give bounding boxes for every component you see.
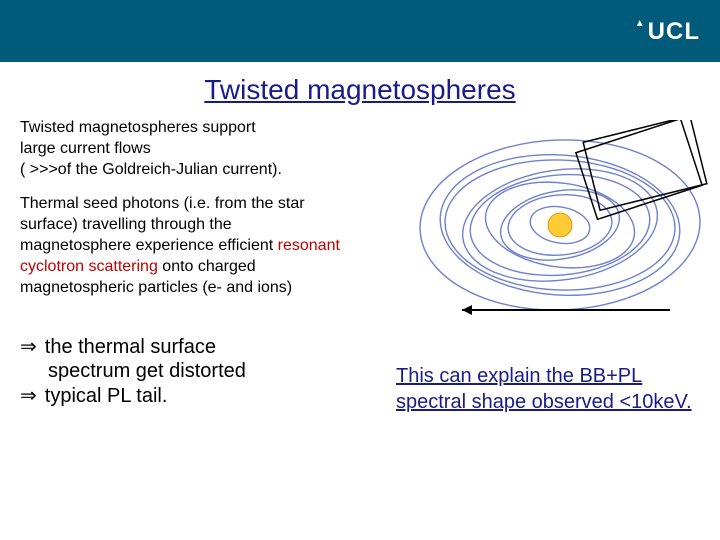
bullet-1b: spectrum get distorted [20,360,360,383]
bullet-2-text: typical PL tail. [45,383,168,409]
para1-line3: ( >>>of the Goldreich-Julian current). [20,161,282,178]
slide-title: Twisted magnetospheres [0,74,720,106]
bullet-1b-text: spectrum get distorted [48,360,246,382]
para2-pre: Thermal seed photons (i.e. from the star… [20,195,305,254]
ucl-dome-icon: ▲ [635,18,646,29]
paragraph-currents: Twisted magnetospheres support large cur… [20,118,380,180]
bullet-1-text: the thermal surface [45,334,216,360]
para1-line1: Twisted magnetospheres support [20,119,256,136]
paragraph-scattering: Thermal seed photons (i.e. from the star… [20,194,340,298]
arrow-icon: ⇒ [20,334,37,360]
para1-line2: large current flows [20,140,151,157]
header-bar: ▲UCL [0,0,720,62]
bullet-1: ⇒ the thermal surface [20,334,360,360]
arrow-icon: ⇒ [20,383,37,409]
bullets: ⇒ the thermal surface spectrum get disto… [20,334,360,409]
ucl-logo: ▲UCL [635,18,700,46]
ucl-logo-text: UCL [648,18,700,45]
magnetosphere-diagram [410,120,710,330]
conclusion-text: This can explain the BB+PL spectral shap… [396,363,696,415]
bullet-2: ⇒ typical PL tail. [20,383,360,409]
